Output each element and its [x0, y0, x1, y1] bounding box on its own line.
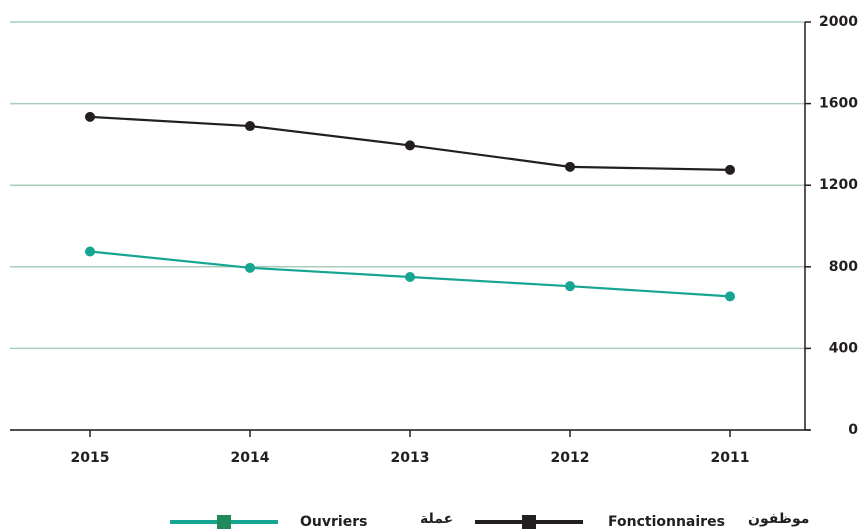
y-tick-label: 400: [829, 340, 858, 356]
legend-marker: [522, 515, 536, 529]
y-tick-label: 800: [829, 259, 858, 275]
data-point: [85, 111, 95, 122]
data-point: [565, 161, 575, 172]
data-point: [245, 121, 255, 132]
data-point: [245, 262, 255, 273]
legend-marker: [217, 515, 231, 529]
y-tick-label: 0: [848, 422, 858, 438]
legend-label-ar: عملة: [420, 511, 453, 527]
y-tick-label: 1600: [819, 96, 858, 112]
data-point: [725, 291, 735, 302]
data-point: [725, 164, 735, 175]
legend-label-ar: موظفون: [748, 511, 809, 527]
x-tick-label: 2013: [391, 450, 430, 466]
x-tick-label: 2011: [711, 450, 750, 466]
x-tick-label: 2012: [551, 450, 590, 466]
legend-label: Fonctionnaires: [608, 514, 725, 530]
y-tick-label: 2000: [819, 14, 858, 30]
data-point: [565, 281, 575, 292]
x-tick-label: 2014: [231, 450, 270, 466]
x-tick-label: 2015: [71, 450, 110, 466]
data-point: [405, 272, 415, 282]
data-point: [85, 246, 95, 257]
y-tick-label: 1200: [819, 177, 858, 193]
data-point: [405, 140, 415, 151]
legend-label: Ouvriers: [300, 514, 367, 530]
